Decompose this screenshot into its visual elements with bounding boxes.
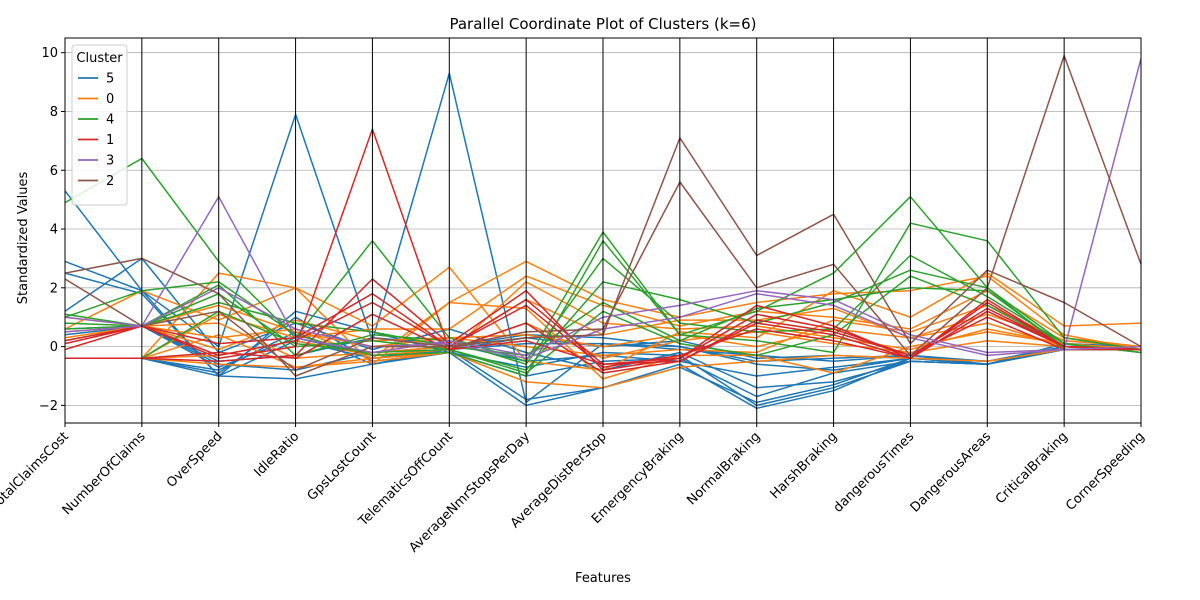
legend-label-cluster-4: 4	[106, 113, 114, 128]
legend-label-cluster-1: 1	[106, 133, 114, 148]
legend-title: Cluster	[76, 51, 123, 66]
y-tick-label: 4	[50, 223, 58, 238]
y-tick-label: −2	[39, 399, 58, 414]
legend-label-cluster-5: 5	[106, 72, 114, 87]
legend-label-cluster-3: 3	[106, 154, 114, 169]
y-tick-label: 0	[50, 340, 58, 355]
legend-label-cluster-2: 2	[106, 174, 114, 189]
legend-label-cluster-0: 0	[106, 92, 114, 107]
y-ticks: −2 0 2 4 6 8 10	[39, 46, 65, 414]
y-axis-title: Standardized Values	[16, 172, 31, 305]
legend-box	[71, 44, 128, 206]
x-axis-title: Features	[575, 571, 631, 586]
y-tick-label: 2	[50, 281, 58, 296]
y-tick-label: 8	[50, 105, 58, 120]
y-tick-label: 6	[50, 164, 58, 179]
chart-title: Parallel Coordinate Plot of Clusters (k=…	[449, 15, 756, 33]
y-tick-label: 10	[41, 46, 58, 61]
legend: Cluster 5 0 4 1 3 2	[71, 44, 128, 206]
